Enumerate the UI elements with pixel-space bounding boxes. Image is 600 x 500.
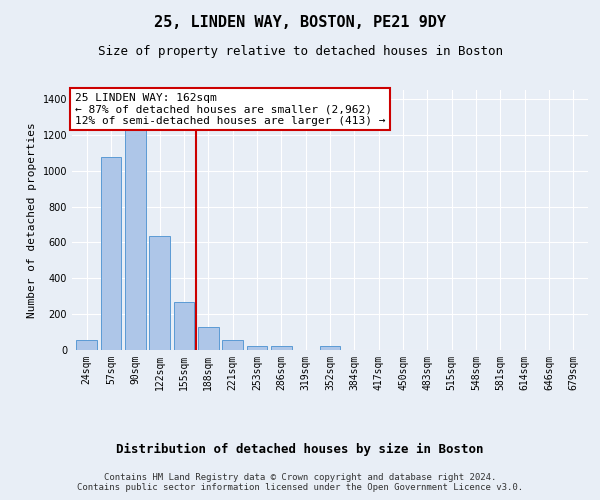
Bar xyxy=(101,157,121,350)
Bar xyxy=(198,326,218,350)
Bar xyxy=(149,236,170,350)
Bar xyxy=(76,340,97,350)
Text: 25, LINDEN WAY, BOSTON, PE21 9DY: 25, LINDEN WAY, BOSTON, PE21 9DY xyxy=(154,15,446,30)
Text: Distribution of detached houses by size in Boston: Distribution of detached houses by size … xyxy=(116,442,484,456)
Text: Size of property relative to detached houses in Boston: Size of property relative to detached ho… xyxy=(97,45,503,58)
Bar xyxy=(125,122,146,350)
Y-axis label: Number of detached properties: Number of detached properties xyxy=(27,122,37,318)
Bar xyxy=(173,302,194,350)
Text: Contains HM Land Registry data © Crown copyright and database right 2024.
Contai: Contains HM Land Registry data © Crown c… xyxy=(77,472,523,492)
Bar xyxy=(247,346,268,350)
Bar xyxy=(222,340,243,350)
Bar xyxy=(271,346,292,350)
Text: 25 LINDEN WAY: 162sqm
← 87% of detached houses are smaller (2,962)
12% of semi-d: 25 LINDEN WAY: 162sqm ← 87% of detached … xyxy=(74,92,385,126)
Bar xyxy=(320,346,340,350)
